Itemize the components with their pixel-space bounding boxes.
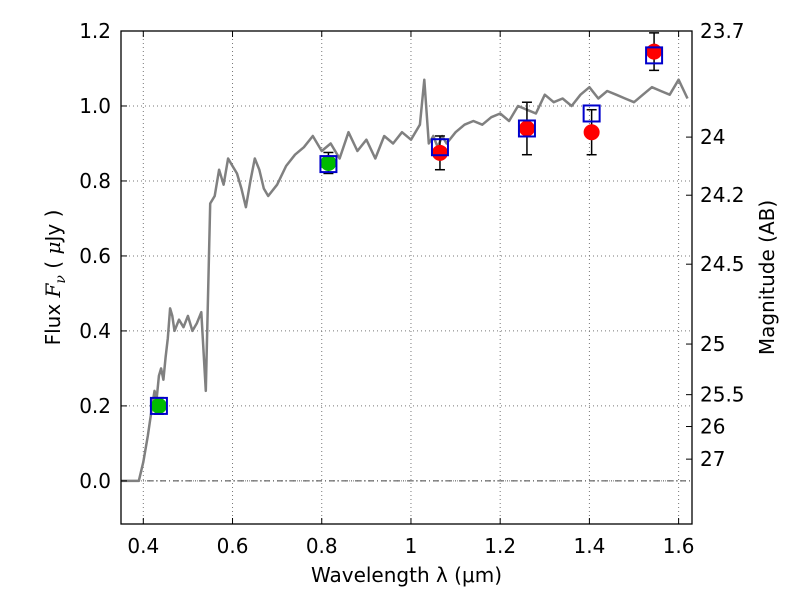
magnitude-tick-label: 25	[700, 332, 725, 356]
magnitude-tick-label: 24.2	[700, 183, 745, 207]
x-tick-labels: 0.4 0.6 0.8 1 1.2 1.4 1.6	[127, 534, 694, 558]
x-tick-label: 0.8	[306, 534, 338, 558]
model-box	[517, 119, 536, 138]
model-boxes	[149, 46, 664, 415]
y-tick-label: 0.8	[79, 169, 111, 193]
x-tick-label: 0.6	[217, 534, 249, 558]
y-tick-label: 0.4	[79, 319, 111, 343]
y-tick-label: 0.6	[79, 244, 111, 268]
y-tick-labels: 0.0 0.2 0.4 0.6 0.8 1.0 1.2	[79, 19, 111, 493]
observed-point-red	[583, 124, 600, 141]
plot-frame	[120, 30, 693, 525]
observed-point-green	[320, 154, 337, 171]
y-tick-label: 0.2	[79, 394, 111, 418]
y-axis-title: Flux Fν ( μJy )	[41, 210, 69, 346]
model-box	[149, 396, 168, 415]
template-sed-line	[121, 78, 689, 483]
y-tick-label: 1.2	[79, 19, 111, 43]
model-box	[430, 138, 449, 157]
observed-point-red	[518, 120, 535, 137]
magnitude-tick-label: 23.7	[700, 19, 745, 43]
observed-point-red	[646, 43, 663, 60]
model-box	[645, 46, 664, 65]
x-tick-label: 1	[405, 534, 418, 558]
grid	[121, 30, 692, 524]
magnitude-tick-label: 24.5	[700, 252, 745, 276]
observed-point-red	[431, 144, 448, 161]
magnitude-tick-label: 26	[700, 415, 725, 439]
x-axis-title: Wavelength λ (μm)	[311, 563, 502, 587]
magnitude-tick-label: 27	[700, 447, 725, 471]
model-box	[319, 155, 338, 174]
axis-ticks	[121, 30, 692, 524]
x-tick-label: 1.6	[663, 534, 695, 558]
magnitude-tick-labels: 23.7 24 24.2 24.5 25 25.5 26 27	[700, 19, 745, 471]
observed-points	[150, 43, 663, 414]
model-box	[582, 104, 601, 123]
y-tick-label: 0.0	[79, 469, 111, 493]
template-sed-curve	[121, 78, 689, 483]
y-tick-label: 1.0	[79, 94, 111, 118]
observed-point-green	[150, 397, 167, 414]
x-tick-label: 1.4	[573, 534, 605, 558]
x-tick-label: 0.4	[127, 534, 159, 558]
x-tick-label: 1.2	[484, 534, 516, 558]
magnitude-tick-label: 25.5	[700, 383, 745, 407]
magnitude-axis-title: Magnitude (AB)	[755, 200, 779, 355]
magnitude-tick-label: 24	[700, 125, 725, 149]
error-bars	[153, 32, 660, 415]
